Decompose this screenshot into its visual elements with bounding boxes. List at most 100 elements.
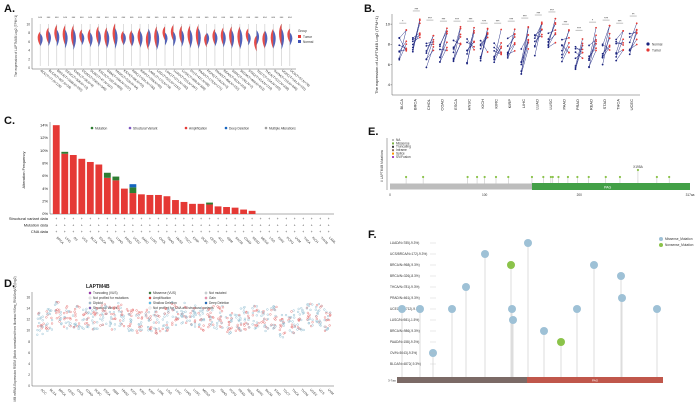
sample-point	[307, 303, 310, 306]
data-indicator: +	[268, 230, 270, 234]
data-indicator: +	[243, 230, 245, 234]
tumor-point	[581, 51, 584, 54]
tumor-point	[405, 47, 408, 50]
violin-tumor	[195, 24, 199, 47]
sample-point	[302, 311, 306, 314]
sample-point	[62, 325, 66, 328]
paired-line	[466, 41, 475, 51]
data-indicator: +	[123, 217, 125, 221]
missense-mutation-dot	[416, 305, 424, 313]
sample-point	[309, 308, 312, 311]
significance-marker: ***	[163, 16, 167, 20]
panel-c-ylabel: Alteration Frequency	[21, 152, 26, 189]
panel-b-legend: Normal Tumor	[646, 42, 663, 53]
x-tick-label: MESO	[201, 388, 211, 398]
tumor-point	[527, 34, 530, 36]
sample-point	[65, 327, 69, 330]
violin-tumor	[262, 30, 265, 49]
paired-line	[521, 26, 529, 62]
sample-point	[155, 321, 158, 324]
sample-point	[138, 325, 141, 329]
amplification-bar	[231, 207, 239, 214]
legend-swatch	[224, 126, 228, 130]
normal-point	[628, 53, 631, 56]
sample-point	[272, 305, 276, 308]
sample-point	[301, 309, 304, 312]
sample-point	[144, 314, 147, 318]
paired-line	[439, 31, 448, 45]
mutation-dot	[483, 175, 486, 179]
sample-point	[171, 323, 174, 326]
sample-point	[147, 311, 151, 314]
sample-point	[93, 312, 96, 316]
sample-point	[202, 329, 205, 332]
sample-point	[243, 319, 246, 322]
violin-tumor	[37, 31, 41, 46]
sample-point	[163, 324, 166, 327]
legend-label: Truncating (VUS)	[93, 291, 118, 295]
legend-missense-dot	[659, 237, 663, 241]
x-tick-label: COAD	[85, 388, 95, 398]
normal-point	[574, 51, 577, 54]
sample-point	[150, 329, 153, 333]
normal-point	[479, 47, 482, 50]
sample-point	[218, 319, 221, 322]
sample-point	[308, 317, 312, 320]
sample-point	[281, 322, 285, 325]
sample-point	[58, 316, 61, 319]
sample-point	[198, 323, 201, 326]
legend-swatch	[148, 291, 152, 295]
sample-point	[328, 314, 332, 317]
legend-label: Truncating	[396, 145, 411, 149]
sample-point	[176, 312, 180, 316]
sample-point	[230, 312, 234, 315]
data-indicator: +	[106, 230, 108, 234]
significance-marker: ***	[550, 8, 554, 12]
sample-point	[262, 312, 265, 315]
sample-point	[193, 312, 196, 315]
paired-line	[439, 31, 448, 58]
sample-point	[273, 308, 276, 311]
violin-normal	[239, 28, 243, 50]
significance-marker: ***	[138, 16, 142, 20]
legend-swatch	[204, 296, 208, 300]
data-indicator: +	[226, 217, 228, 221]
row-label: CNA data	[31, 229, 49, 234]
tumor-point	[622, 41, 625, 44]
sample-point	[290, 325, 293, 329]
x-tick-label: UCS	[81, 236, 89, 244]
sample-point	[180, 309, 183, 313]
sample-point	[202, 307, 205, 310]
normal-point	[452, 39, 455, 42]
data-indicator: +	[234, 224, 236, 228]
sample-point	[84, 310, 88, 313]
sample-point	[82, 318, 86, 321]
sample-point	[108, 310, 112, 314]
paired-line	[507, 50, 515, 55]
sample-point	[315, 304, 319, 307]
sample-point	[301, 310, 304, 313]
legend-label: Missense (VUS)	[153, 291, 176, 295]
x-tick-label: OV	[210, 388, 217, 395]
violin-normal	[106, 29, 110, 49]
sample-point	[135, 329, 138, 332]
y-tick-label: 2%	[42, 199, 48, 204]
x-tick-label: KIRC	[138, 388, 147, 397]
sample-point	[149, 318, 152, 321]
sample-point	[297, 307, 300, 311]
sample-point	[128, 313, 131, 316]
sample-point	[110, 328, 114, 331]
tumor-point	[608, 24, 611, 27]
sample-point	[208, 323, 211, 326]
sample-point	[288, 319, 292, 323]
y-tick-label: 2	[28, 373, 30, 377]
sample-point	[209, 315, 212, 319]
sample-point	[255, 309, 258, 312]
violin-tumor	[229, 26, 232, 47]
sample-point	[127, 325, 130, 328]
amplification-bar	[95, 164, 103, 214]
sample-label: LUAD/N=785(-9.3%)	[390, 241, 419, 245]
data-indicator: +	[285, 230, 287, 234]
sample-point	[75, 305, 78, 308]
y-tick-label: 4	[28, 362, 30, 366]
